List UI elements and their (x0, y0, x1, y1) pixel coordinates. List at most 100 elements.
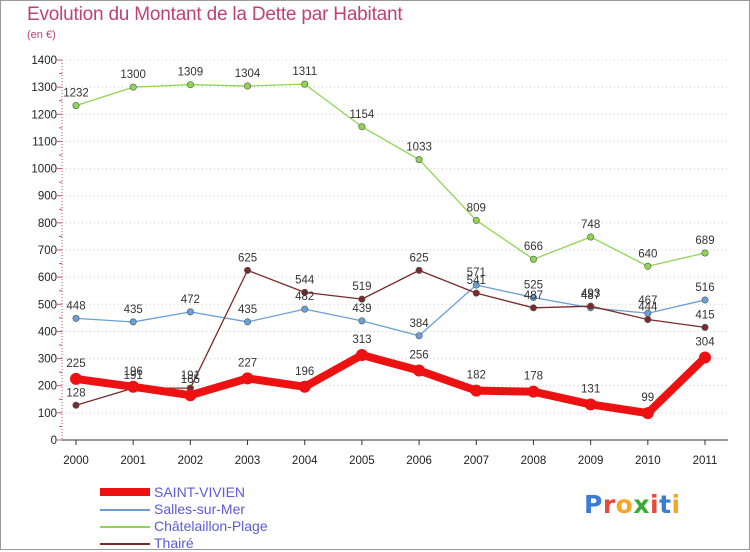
data-label: 191 (124, 370, 143, 382)
chart-subtitle: (en €) (27, 29, 56, 41)
logo-letter: r (602, 490, 616, 519)
data-point (301, 288, 309, 296)
data-label: 444 (638, 301, 658, 313)
x-tick-label: 2008 (521, 455, 547, 467)
data-label: 178 (524, 371, 543, 383)
y-tick-label: 700 (38, 245, 57, 257)
data-label: 689 (695, 235, 714, 247)
x-tick-label: 2002 (178, 455, 204, 467)
y-tick-label: 1000 (31, 164, 57, 176)
logo-letter: t (659, 490, 672, 519)
data-label: 227 (238, 357, 257, 369)
data-point (644, 262, 652, 270)
y-tick-label: 1300 (31, 82, 57, 94)
data-point (699, 351, 711, 364)
gridlines (62, 59, 728, 414)
chart-title: Evolution du Montant de la Dette par Hab… (27, 4, 403, 25)
data-point (301, 305, 309, 313)
data-label: 571 (467, 267, 486, 279)
data-point (241, 372, 254, 385)
data-point (358, 123, 366, 131)
data-label: 809 (467, 202, 486, 214)
data-label: 625 (238, 252, 257, 264)
x-tick-label: 2011 (693, 455, 718, 467)
series-3 (72, 266, 709, 409)
data-point (587, 233, 595, 241)
data-label: 435 (124, 304, 143, 316)
series-lines (70, 80, 711, 420)
data-point (358, 295, 366, 303)
x-tick-label: 2000 (63, 455, 89, 467)
series-line (72, 351, 709, 418)
data-point (244, 318, 252, 326)
data-point (72, 314, 80, 322)
data-point (701, 296, 709, 304)
data-point (529, 255, 537, 263)
data-label: 415 (695, 309, 714, 321)
data-point (355, 349, 368, 362)
legend-swatch (100, 509, 150, 511)
y-tick-label: 1200 (31, 109, 57, 121)
data-label: 525 (524, 280, 543, 292)
data-label: 541 (467, 275, 486, 287)
legend-label: Thairé (154, 535, 194, 551)
data-point (301, 80, 309, 88)
logo-letter: P (584, 490, 603, 519)
logo-letter: i (650, 490, 660, 519)
data-point (72, 401, 80, 409)
data-point (415, 156, 423, 164)
y-tick-label: 400 (38, 326, 57, 338)
logo-letter: i (671, 490, 681, 519)
data-point (298, 380, 311, 393)
y-tick-label: 800 (38, 218, 57, 230)
data-label: 640 (638, 248, 657, 260)
data-point (644, 315, 652, 323)
data-point (415, 266, 423, 274)
data-label: 196 (124, 366, 143, 378)
data-label: 1154 (350, 109, 375, 121)
data-point (527, 385, 540, 398)
legend-label: Châtelaillon-Plage (154, 518, 268, 534)
data-point (127, 380, 140, 393)
y-tick-label: 100 (38, 408, 57, 420)
series-line (75, 269, 706, 406)
x-tick-label: 2009 (578, 455, 604, 467)
data-labels: 1232 1300 1309 1304 1311 1154 1033 809 666 748 640… (63, 66, 715, 404)
y-tick-label: 1400 (31, 55, 57, 67)
y-tick-label: 300 (38, 354, 57, 366)
data-point (641, 407, 654, 420)
data-label: 482 (295, 291, 314, 303)
data-point (529, 293, 537, 301)
data-label: 472 (181, 294, 200, 306)
y-tick-label: 200 (38, 381, 57, 393)
data-point (415, 332, 423, 340)
x-tick-label: 2007 (463, 455, 489, 467)
data-point (472, 289, 480, 297)
data-label: 1232 (63, 88, 89, 100)
data-label: 1033 (406, 142, 432, 154)
y-tick-label: 0 (51, 435, 57, 447)
data-point (584, 398, 597, 411)
data-point (413, 364, 426, 377)
logo-letter: x (633, 490, 650, 519)
data-label: 225 (66, 358, 85, 370)
data-label: 625 (409, 252, 428, 264)
data-label: 748 (581, 219, 600, 231)
data-point (129, 318, 137, 326)
y-tick-label: 1100 (32, 136, 57, 148)
x-tick-label: 2004 (292, 455, 318, 467)
data-point (358, 317, 366, 325)
data-label: 439 (352, 303, 371, 315)
x-tick-label: 2010 (635, 455, 661, 467)
data-label: 182 (467, 370, 486, 382)
data-label: 1300 (120, 69, 146, 81)
data-point (186, 308, 194, 316)
x-tick-label: 2001 (120, 455, 146, 467)
data-label: 467 (638, 295, 657, 307)
data-label: 493 (581, 288, 600, 300)
data-point (244, 82, 252, 90)
data-label: 384 (409, 318, 429, 330)
data-label: 1311 (292, 66, 317, 78)
y-tick-label: 900 (38, 191, 57, 203)
